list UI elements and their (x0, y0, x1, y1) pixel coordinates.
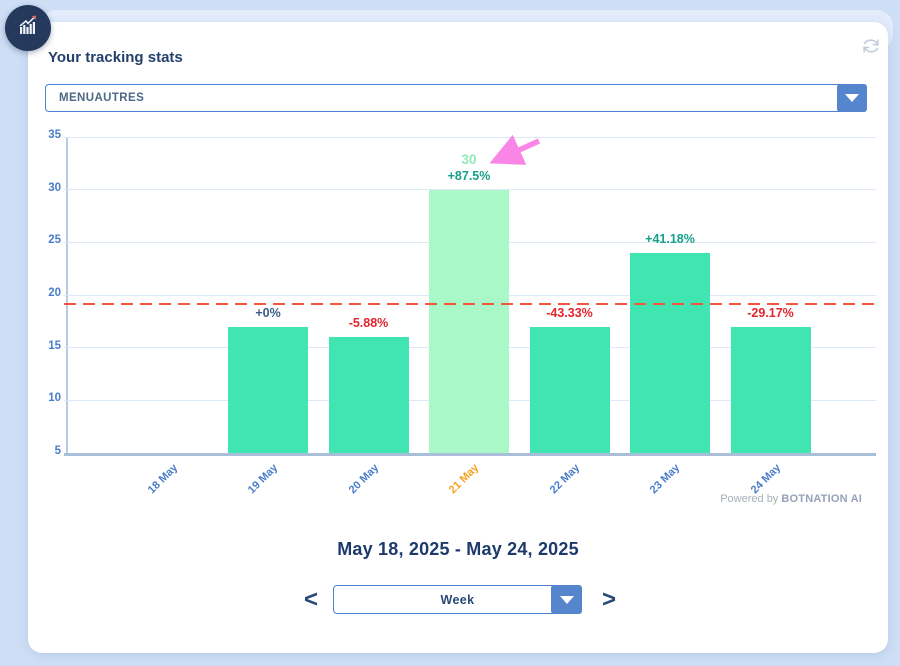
x-axis-tick-18-may: 18 May (145, 461, 180, 497)
gridline-35 (64, 136, 876, 138)
tracking-select-button[interactable] (837, 84, 867, 112)
change-label-19-may: +0% (255, 305, 281, 320)
x-axis-line (64, 453, 876, 456)
bar-23-may[interactable] (630, 252, 710, 453)
chart-area: 30 5 10 15 20 25 30 35 18 May +0% 19 May -5.88% 20 … (28, 22, 888, 542)
period-select[interactable]: Week (333, 585, 582, 614)
bar-20-may[interactable] (328, 337, 409, 453)
bar-chart-trend-icon (15, 13, 41, 44)
x-axis-tick-22-may: 22 May (547, 461, 582, 497)
refresh-button[interactable] (860, 35, 882, 57)
annotation-arrow-icon (478, 131, 563, 178)
date-range-label: May 18, 2025 - May 24, 2025 (337, 539, 579, 559)
bar-22-may[interactable] (529, 326, 610, 453)
y-axis-tick-5: 5 (54, 445, 61, 457)
tracking-select-value: MENUAUTRES (59, 92, 145, 104)
y-axis-tick-30: 30 (48, 181, 61, 194)
period-select-value: Week (440, 592, 475, 607)
x-axis-tick-21-may: 21 May (446, 461, 482, 497)
powered-by-prefix: Powered by (720, 493, 779, 505)
bar-24-may[interactable] (730, 326, 811, 453)
x-axis-tick-20-may: 20 May (346, 461, 381, 497)
chevron-down-icon (559, 595, 574, 604)
y-axis-tick-35: 35 (48, 129, 61, 141)
y-axis-tick-15: 15 (48, 339, 61, 352)
next-period-button[interactable]: > (601, 586, 616, 613)
bar-19-may[interactable] (228, 326, 308, 453)
period-select-button[interactable] (551, 585, 582, 614)
x-axis-tick-24-may: 24 May (748, 461, 783, 497)
tracking-select[interactable]: MENUAUTRES (45, 84, 867, 112)
change-label-21-may: +87.5% (447, 168, 491, 183)
chevron-down-icon (845, 94, 859, 102)
page-title: Your tracking stats (48, 49, 183, 66)
change-label-23-may: +41.18% (645, 231, 695, 246)
change-label-20-may: -5.88% (348, 316, 389, 331)
previous-period-button[interactable]: < (303, 586, 318, 613)
powered-by: Powered by BOTNATION AI (720, 493, 862, 505)
refresh-icon (860, 39, 882, 61)
x-axis-tick-19-may: 19 May (245, 461, 281, 497)
stats-logo-button[interactable] (5, 5, 51, 51)
y-axis-tick-25: 25 (48, 234, 61, 247)
change-label-24-may: -29.17% (747, 305, 794, 320)
bar-21-may[interactable] (429, 189, 509, 453)
x-axis-tick-23-may: 23 May (647, 461, 683, 497)
y-axis-tick-20: 20 (48, 287, 61, 299)
reference-line (64, 303, 876, 306)
highlighted-value-label: 30 (461, 152, 477, 167)
change-label-22-may: -43.33% (546, 305, 593, 320)
tracking-stats-card: Your tracking stats MENUAUTRES 30 (28, 22, 888, 653)
powered-by-brand: BOTNATION AI (781, 493, 862, 505)
y-axis-tick-10: 10 (48, 392, 61, 405)
